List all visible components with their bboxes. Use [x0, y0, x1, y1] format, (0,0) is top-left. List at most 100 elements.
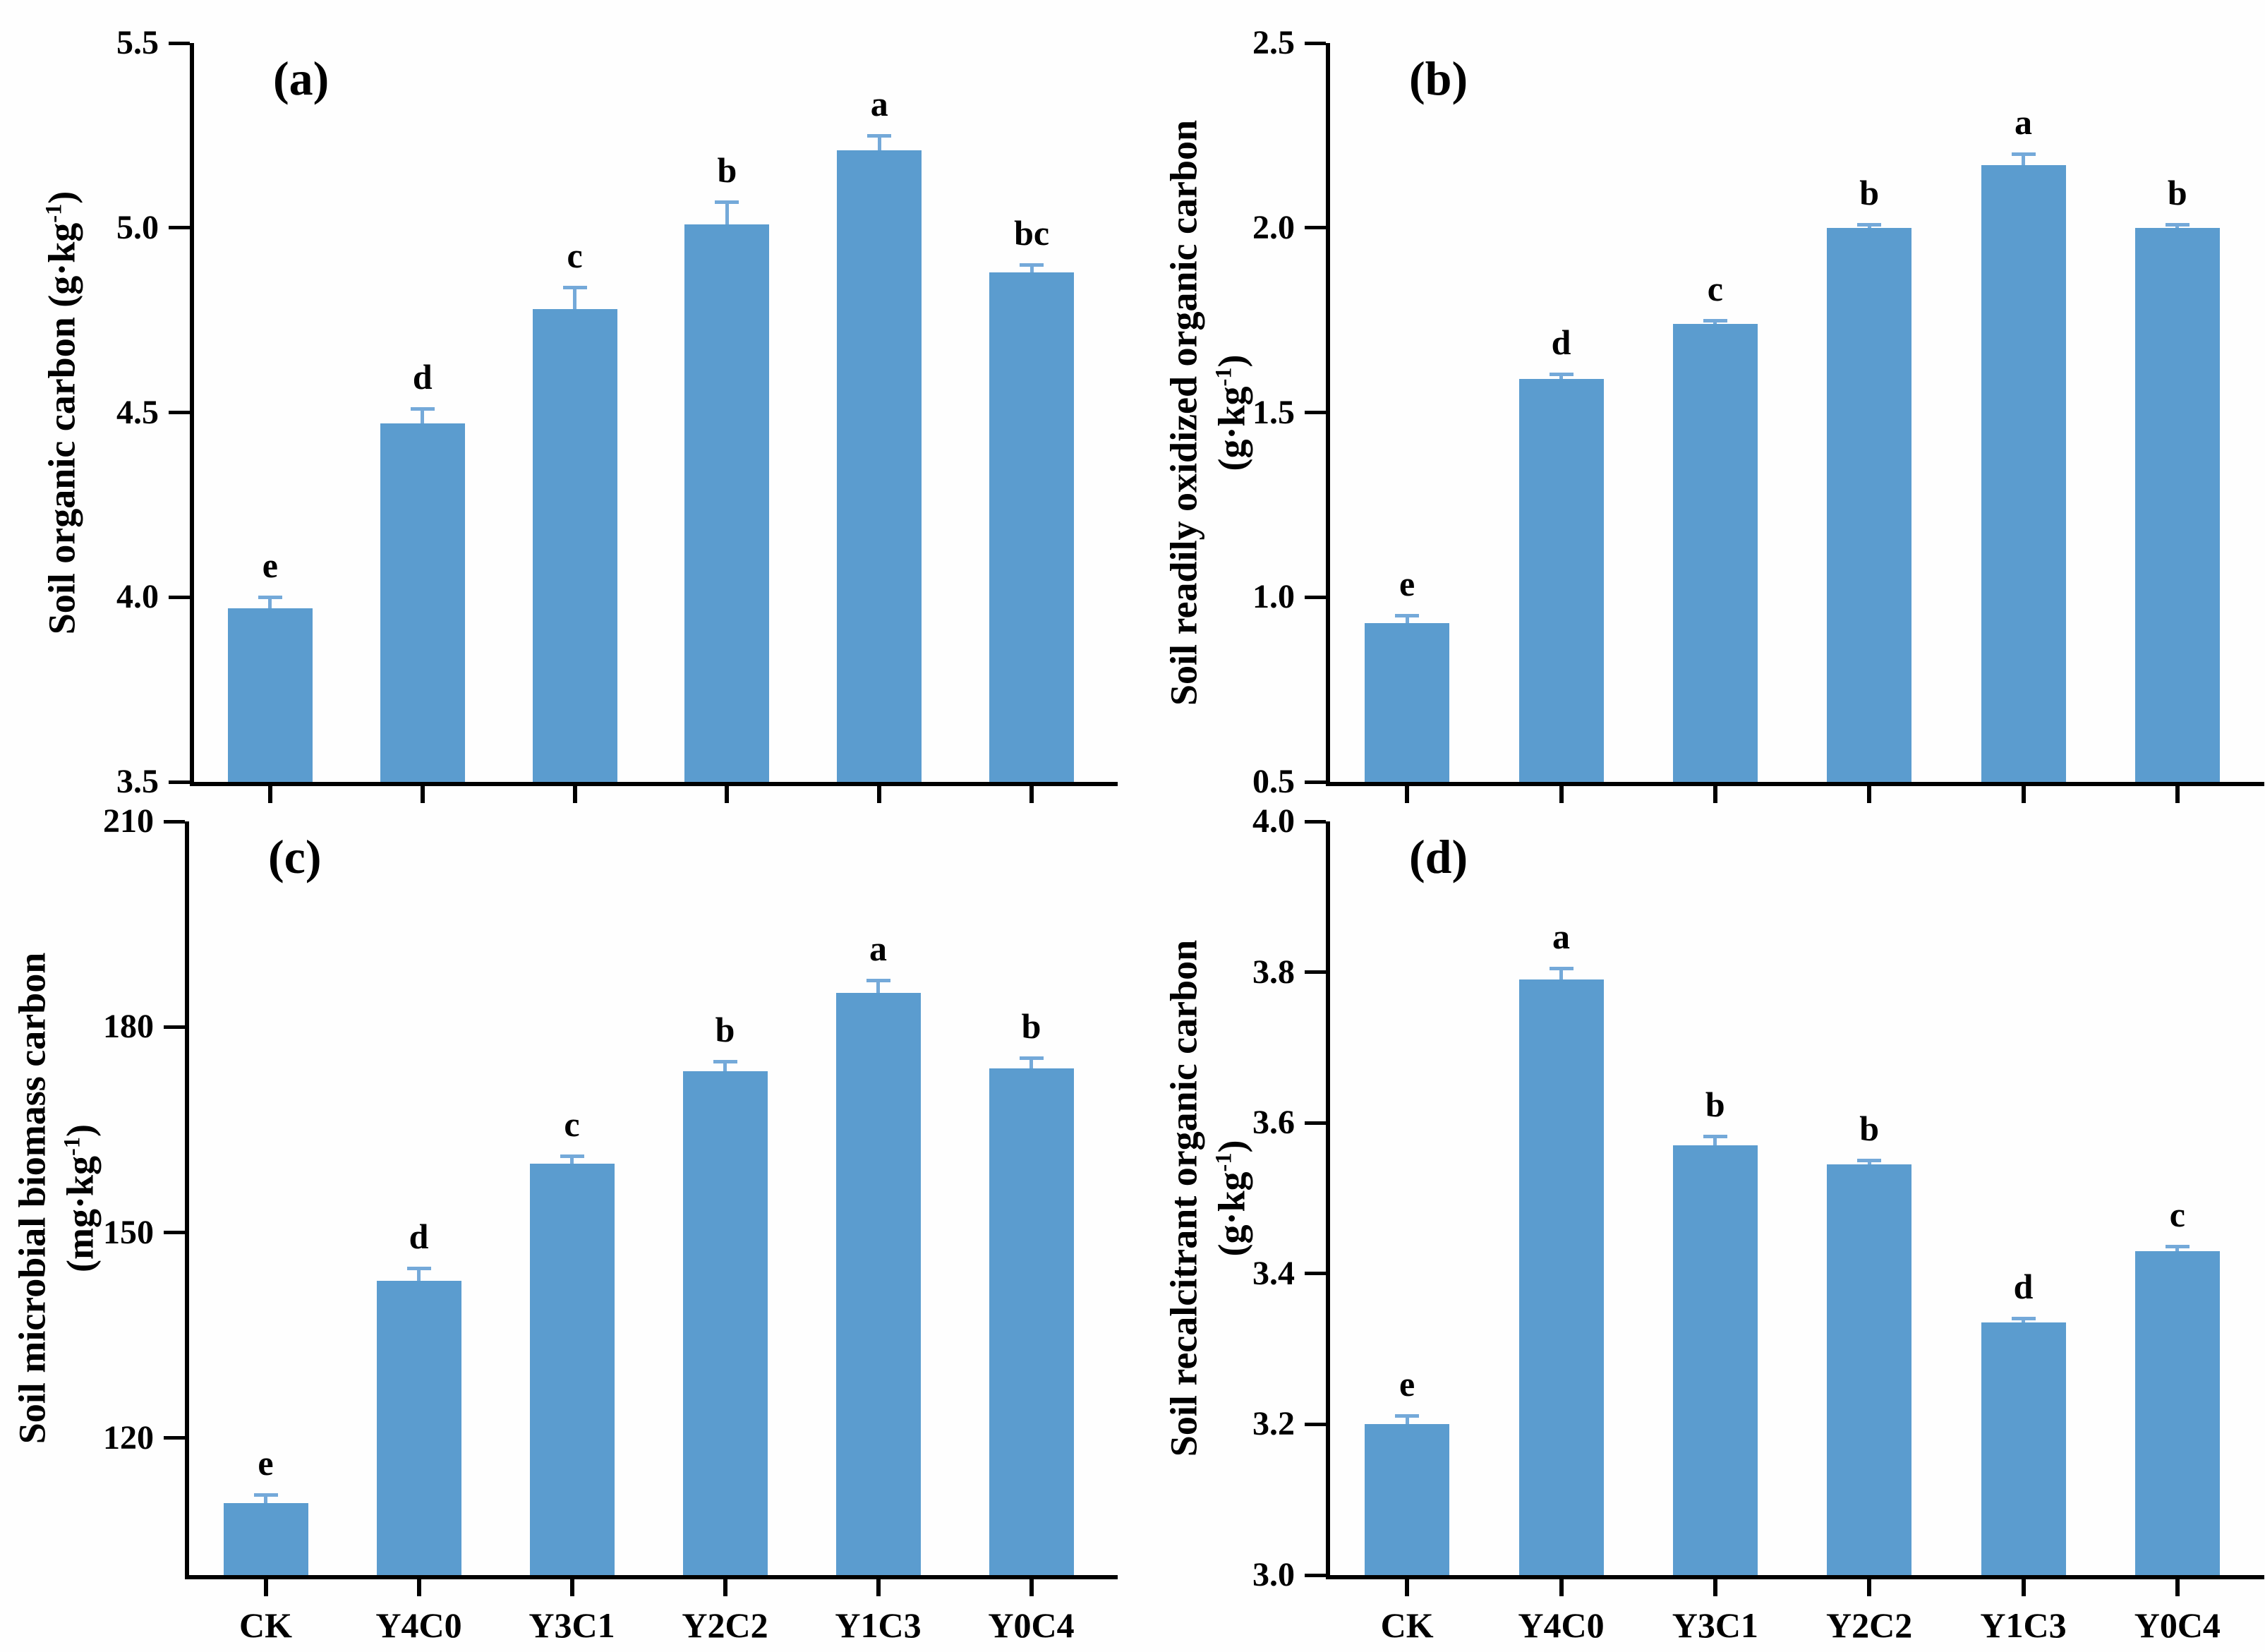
sig-letter: b [1859, 172, 1880, 212]
sig-letter: a [869, 929, 887, 969]
x-tick [1405, 786, 1410, 803]
x-tick-label-Y1C3: Y1C3 [1980, 1605, 2067, 1645]
y-tick-label: 2.5 [1252, 24, 1295, 61]
y-tick-label: 4.0 [1252, 802, 1295, 840]
y-axis-title: Soil organic carbon (g·kg-1) [38, 191, 86, 634]
bar-Y2C2 [684, 224, 770, 782]
x-tick [1559, 1579, 1564, 1596]
y-axis-title: Soil recalcitrant organic carbon (g·kg-1) [1161, 940, 1256, 1457]
y-tick [1305, 970, 1326, 975]
y-tick-label: 3.8 [1252, 953, 1295, 991]
y-tick [1305, 1573, 1326, 1577]
sig-letter: c [1707, 268, 1723, 308]
error-bar-stem [1029, 265, 1034, 272]
bar-Y1C3 [835, 992, 921, 1575]
sig-letter: d [409, 1217, 429, 1257]
error-bar-stem [1713, 1136, 1717, 1146]
error-bar-stem [725, 202, 729, 224]
x-tick [569, 1579, 574, 1596]
x-tick-label-Y4C0: Y4C0 [375, 1605, 462, 1645]
error-bar-cap [2011, 1316, 2036, 1320]
x-tick-label-Y2C2: Y2C2 [1826, 1605, 1913, 1645]
error-bar-cap [258, 596, 282, 600]
bar-Y3C1 [532, 308, 617, 782]
y-tick-label: 5.5 [116, 24, 159, 61]
bar-Y2C2 [682, 1071, 768, 1575]
error-bar-cap [713, 1059, 737, 1063]
sig-letter: c [2169, 1195, 2185, 1235]
error-bar-cap [410, 407, 435, 411]
y-tick-label: 5.0 [116, 208, 159, 246]
y-tick [164, 1436, 185, 1440]
error-bar-stem [1405, 615, 1409, 623]
error-bar-cap [406, 1267, 431, 1271]
sig-letter: c [564, 1104, 580, 1144]
bar-Y4C0 [1518, 979, 1604, 1575]
y-axis-title-line: Soil recalcitrant organic carbon [1162, 939, 1205, 1457]
y-axis-title-line: Soil microbial biomass carbon [11, 952, 54, 1445]
x-tick [572, 786, 577, 803]
error-bar-cap [867, 133, 892, 138]
y-tick-label: 3.0 [1252, 1556, 1295, 1593]
y-tick [1305, 780, 1326, 784]
error-bar-stem [1029, 1057, 1033, 1068]
error-bar-stem [1405, 1415, 1409, 1425]
sig-letter: e [258, 1443, 274, 1483]
x-tick [1713, 1579, 1717, 1596]
error-bar-cap [1857, 222, 1882, 227]
error-bar-stem [1867, 1159, 1871, 1164]
error-bar-stem [417, 1268, 421, 1281]
y-tick [164, 1025, 185, 1029]
y-tick-label: 3.2 [1252, 1405, 1295, 1443]
x-tick [1713, 786, 1717, 803]
x-tick [725, 786, 730, 803]
x-axis-line [1326, 1575, 2264, 1579]
x-axis-line [190, 782, 1118, 786]
panel-label: (d) [1409, 830, 1468, 884]
bar-Y3C1 [1672, 1145, 1758, 1575]
x-tick [1559, 786, 1564, 803]
x-tick [1405, 1579, 1410, 1596]
error-bar-stem [268, 597, 272, 608]
y-tick [169, 41, 190, 45]
x-tick [416, 1579, 421, 1596]
plot-area-d: 3.0 3.2 3.4 3.6 3.8 4.0 e CK a Y4C0 b Y3C1 b Y2C2 d Y1C… [1252, 802, 2264, 1645]
sig-letter: d [1551, 322, 1571, 362]
y-tick-label: 3.4 [1252, 1254, 1295, 1292]
x-tick [2175, 786, 2180, 803]
sig-letter: bc [1014, 213, 1050, 253]
error-bar-cap [1549, 372, 1574, 376]
y-tick-label: 3.6 [1252, 1104, 1295, 1142]
y-tick-label: 3.5 [116, 763, 159, 800]
y-tick-label: 150 [103, 1213, 154, 1251]
bar-Y2C2 [1827, 227, 1912, 782]
bar-Y0C4 [2134, 227, 2220, 782]
sig-letter: e [1399, 1363, 1415, 1404]
y-tick-label: 1.5 [1252, 393, 1295, 431]
x-tick [1029, 786, 1034, 803]
error-bar-stem [723, 1061, 727, 1072]
y-tick-label: 2.0 [1252, 208, 1295, 246]
x-tick [1867, 786, 1872, 803]
error-bar-stem [2022, 1318, 2025, 1323]
y-tick-label: 4.5 [116, 393, 159, 431]
y-tick [1305, 1121, 1326, 1125]
y-tick [164, 819, 185, 824]
error-bar-cap [1395, 614, 1420, 618]
sig-letter: e [1399, 564, 1415, 604]
error-bar-cap [715, 200, 739, 205]
sig-letter: a [2015, 102, 2032, 143]
y-tick-label: 210 [103, 802, 154, 840]
x-tick [420, 786, 425, 803]
bar-CK [227, 608, 313, 782]
y-axis-line [190, 43, 194, 786]
panel-label: (c) [268, 830, 322, 884]
y-axis-title-line: Soil organic carbon (g·kg-1) [40, 191, 83, 634]
x-tick-label-Y4C0: Y4C0 [1518, 1605, 1605, 1645]
panel-label: (b) [1409, 52, 1468, 105]
x-tick-label-Y1C3: Y1C3 [835, 1605, 922, 1645]
error-bar-cap [1703, 1135, 1727, 1139]
panel-label: (a) [273, 52, 330, 105]
plot-area-a: 3.5 4.0 4.5 5.0 5.5 e d c b a bc (a) [116, 24, 1118, 803]
